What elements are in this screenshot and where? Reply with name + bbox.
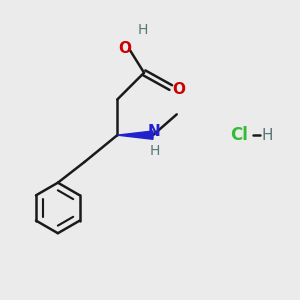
Polygon shape (117, 131, 153, 139)
Text: N: N (148, 124, 161, 139)
Text: H: H (149, 145, 160, 158)
Text: O: O (172, 82, 186, 97)
Text: H: H (262, 128, 273, 142)
Text: O: O (118, 41, 131, 56)
Text: H: H (137, 22, 148, 37)
Text: Cl: Cl (230, 126, 248, 144)
